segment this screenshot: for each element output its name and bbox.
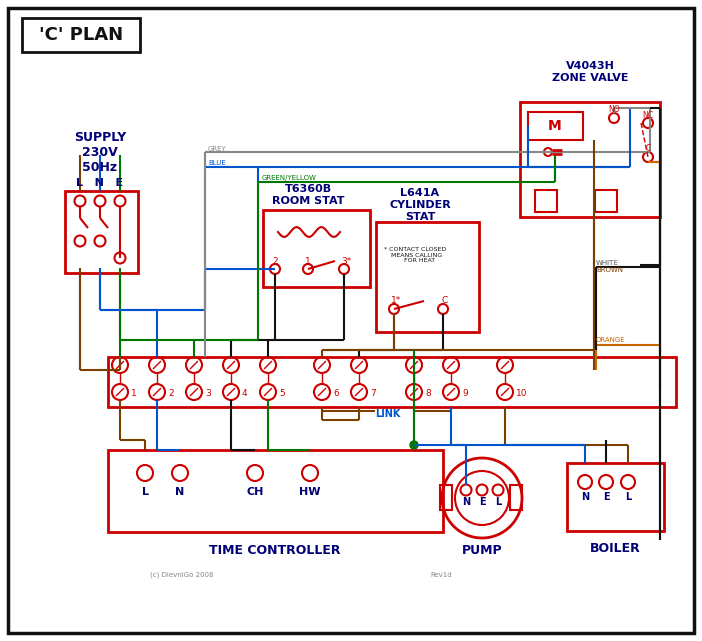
Text: 'C' PLAN: 'C' PLAN <box>39 26 123 44</box>
Text: * CONTACT CLOSED
  MEANS CALLING
     FOR HEAT: * CONTACT CLOSED MEANS CALLING FOR HEAT <box>384 247 446 263</box>
Text: 10: 10 <box>516 388 527 397</box>
Bar <box>108 450 443 532</box>
Text: 1*: 1* <box>391 296 401 304</box>
Text: ORANGE: ORANGE <box>596 337 625 343</box>
Text: WHITE: WHITE <box>596 260 618 266</box>
Text: N: N <box>462 497 470 507</box>
Text: Rev1d: Rev1d <box>430 572 451 578</box>
Bar <box>440 485 452 510</box>
Text: L: L <box>625 492 631 502</box>
Text: 2: 2 <box>272 256 278 265</box>
Text: 3: 3 <box>205 388 211 397</box>
Text: BLUE: BLUE <box>208 160 226 166</box>
Text: 1: 1 <box>305 256 311 265</box>
Text: CH: CH <box>246 487 264 497</box>
Circle shape <box>410 441 418 449</box>
Text: N: N <box>581 492 589 502</box>
Text: C: C <box>442 296 448 304</box>
Bar <box>535 190 557 212</box>
Text: 7: 7 <box>370 388 376 397</box>
Text: 4: 4 <box>242 388 248 397</box>
Text: NO: NO <box>608 104 620 113</box>
Bar <box>528 112 583 140</box>
Text: L641A
CYLINDER
STAT: L641A CYLINDER STAT <box>389 188 451 222</box>
Text: 1: 1 <box>131 388 137 397</box>
Text: (c) DievniGo 2008: (c) DievniGo 2008 <box>150 572 213 578</box>
Text: PUMP: PUMP <box>462 544 503 556</box>
Text: 9: 9 <box>462 388 468 397</box>
Text: SUPPLY
230V
50Hz: SUPPLY 230V 50Hz <box>74 131 126 174</box>
Text: GREEN/YELLOW: GREEN/YELLOW <box>262 175 317 181</box>
Text: 5: 5 <box>279 388 285 397</box>
Text: NC: NC <box>642 110 654 119</box>
Text: 3*: 3* <box>341 256 351 265</box>
Text: V4043H
ZONE VALVE: V4043H ZONE VALVE <box>552 61 628 83</box>
Bar <box>567 463 664 531</box>
Text: C: C <box>645 144 651 153</box>
Text: E: E <box>603 492 609 502</box>
Text: T6360B
ROOM STAT: T6360B ROOM STAT <box>272 184 344 206</box>
Text: L: L <box>142 487 149 497</box>
Bar <box>376 222 479 332</box>
Text: 6: 6 <box>333 388 339 397</box>
Bar <box>22 18 140 52</box>
Text: L   N   E: L N E <box>77 178 124 188</box>
Text: HW: HW <box>299 487 321 497</box>
Text: BOILER: BOILER <box>590 542 640 554</box>
Text: BROWN: BROWN <box>596 267 623 273</box>
Bar <box>263 210 370 287</box>
Bar <box>510 485 522 510</box>
Text: TIME CONTROLLER: TIME CONTROLLER <box>209 544 340 556</box>
Text: LINK: LINK <box>376 409 401 419</box>
Bar <box>65 191 138 273</box>
Bar <box>520 102 660 217</box>
Text: M: M <box>548 119 562 133</box>
Text: E: E <box>479 497 485 507</box>
Text: 2: 2 <box>168 388 173 397</box>
Text: GREY: GREY <box>208 146 227 152</box>
Text: 8: 8 <box>425 388 431 397</box>
Bar <box>108 357 676 407</box>
Text: L: L <box>495 497 501 507</box>
Text: N: N <box>176 487 185 497</box>
Text: WHITE: WHITE <box>596 260 618 266</box>
Bar <box>595 190 617 212</box>
